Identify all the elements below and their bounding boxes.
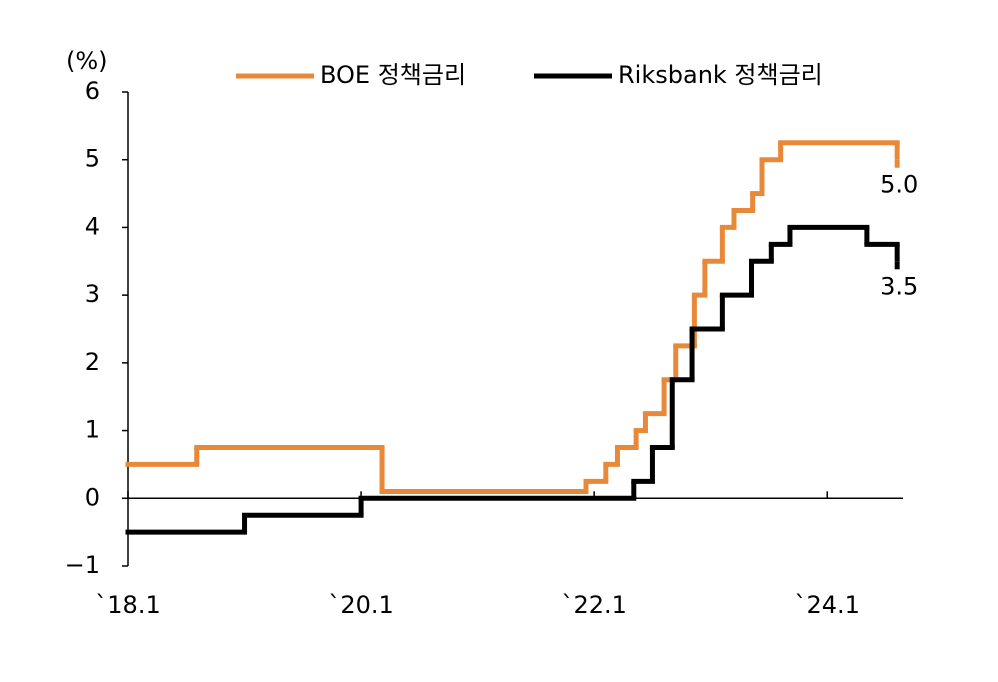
y-tick-label: 3 — [85, 280, 100, 308]
y-tick-label: 0 — [85, 483, 100, 511]
annotation: 3.5 — [880, 272, 918, 300]
y-unit-label: (%) — [66, 47, 108, 75]
y-tick-label: 2 — [85, 348, 100, 376]
x-tick-label: `22.1 — [561, 591, 626, 619]
legend-label: Riksbank 정책금리 — [618, 61, 823, 89]
y-tick-label: 5 — [85, 145, 100, 173]
x-tick-label: `20.1 — [328, 591, 393, 619]
annotation: 5.0 — [880, 171, 918, 199]
legend-label: BOE 정책금리 — [320, 61, 466, 89]
y-tick-label: 1 — [85, 416, 100, 444]
x-tick-label: `24.1 — [795, 591, 860, 619]
x-tick-label: `18.1 — [95, 591, 160, 619]
y-tick-label: 4 — [85, 212, 100, 240]
y-tick-label: −1 — [65, 551, 100, 579]
y-tick-label: 6 — [85, 77, 100, 105]
